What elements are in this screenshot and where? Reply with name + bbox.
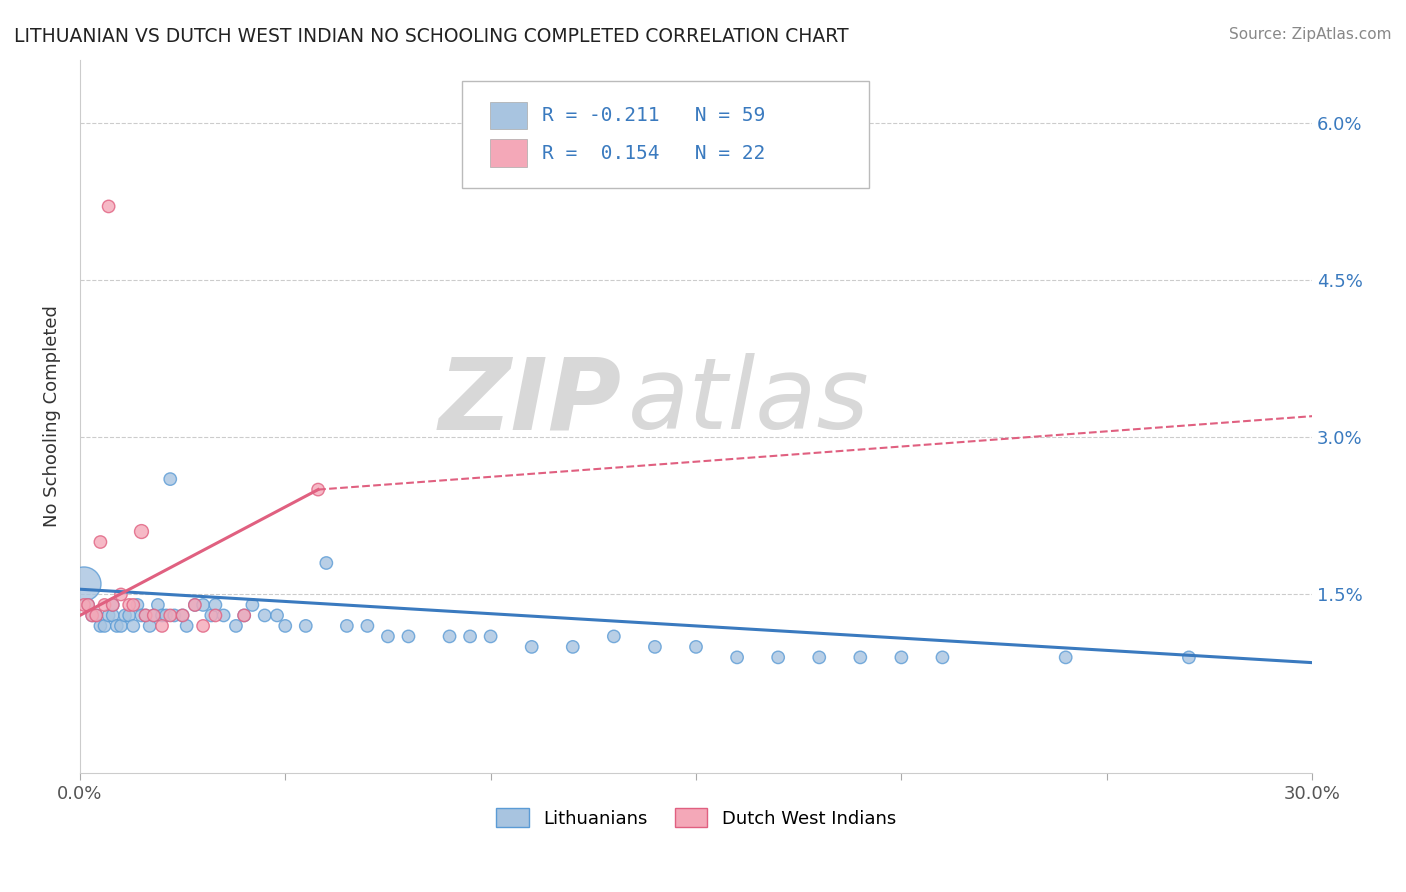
Text: R =  0.154   N = 22: R = 0.154 N = 22 (541, 144, 765, 162)
Point (479, 629, 502, 643)
Point (315, 556, 337, 570)
Point (233, 608, 256, 623)
Point (73, 577, 96, 591)
Point (356, 619, 378, 633)
Point (253, 608, 276, 623)
Point (118, 598, 141, 612)
Point (122, 598, 145, 612)
Point (97, 199, 120, 213)
Point (122, 619, 145, 633)
Text: LITHUANIAN VS DUTCH WEST INDIAN NO SCHOOLING COMPLETED CORRELATION CHART: LITHUANIAN VS DUTCH WEST INDIAN NO SCHOO… (14, 27, 849, 45)
Point (77, 598, 100, 612)
Point (398, 629, 420, 643)
Point (138, 619, 160, 633)
FancyBboxPatch shape (491, 102, 527, 128)
FancyBboxPatch shape (463, 81, 869, 188)
Point (439, 629, 461, 643)
Point (155, 608, 177, 623)
Point (849, 650, 872, 665)
Point (163, 608, 186, 623)
Legend: Lithuanians, Dutch West Indians: Lithuanians, Dutch West Indians (489, 801, 903, 835)
Point (146, 598, 169, 612)
Point (307, 483, 329, 497)
Point (603, 629, 626, 643)
Point (685, 640, 707, 654)
Point (274, 619, 297, 633)
Point (890, 650, 912, 665)
Point (184, 598, 207, 612)
Point (84, 608, 107, 623)
Point (200, 608, 222, 623)
Point (101, 598, 124, 612)
Text: Source: ZipAtlas.com: Source: ZipAtlas.com (1229, 27, 1392, 42)
Point (561, 640, 583, 654)
Point (114, 608, 136, 623)
Point (93, 619, 115, 633)
Point (172, 608, 194, 623)
Point (212, 608, 235, 623)
Point (458, 629, 481, 643)
Point (520, 640, 543, 654)
Point (725, 650, 748, 665)
Point (127, 598, 149, 612)
Point (159, 608, 181, 623)
Point (101, 608, 124, 623)
Point (1054, 650, 1077, 665)
Point (73, 598, 96, 612)
Point (233, 608, 256, 623)
Text: R = -0.211   N = 59: R = -0.211 N = 59 (541, 106, 765, 125)
Point (118, 608, 141, 623)
Point (176, 619, 198, 633)
Point (101, 598, 124, 612)
Point (93, 598, 115, 612)
Point (105, 619, 128, 633)
Point (266, 608, 288, 623)
Point (97, 608, 120, 623)
Point (242, 598, 264, 612)
Point (191, 619, 214, 633)
Point (89, 619, 111, 633)
Point (150, 608, 173, 623)
Point (172, 608, 194, 623)
Point (142, 608, 165, 623)
Point (135, 608, 157, 623)
Point (110, 619, 132, 633)
Point (808, 650, 831, 665)
Point (131, 608, 153, 623)
Point (82, 608, 104, 623)
Point (766, 650, 789, 665)
Point (110, 587, 132, 601)
Text: atlas: atlas (628, 353, 870, 450)
Point (159, 472, 181, 486)
Y-axis label: No Schooling Completed: No Schooling Completed (44, 305, 60, 527)
Point (336, 619, 359, 633)
Point (191, 598, 214, 612)
Point (294, 619, 316, 633)
Point (1178, 650, 1201, 665)
Point (225, 619, 247, 633)
Point (77, 598, 100, 612)
Point (135, 608, 157, 623)
Point (644, 640, 666, 654)
Point (131, 524, 153, 539)
Point (82, 608, 104, 623)
FancyBboxPatch shape (491, 139, 527, 167)
Point (89, 535, 111, 549)
Point (377, 629, 399, 643)
Point (142, 608, 165, 623)
Point (204, 598, 226, 612)
Point (204, 608, 226, 623)
Point (150, 619, 173, 633)
Point (931, 650, 953, 665)
Point (184, 598, 207, 612)
Text: ZIP: ZIP (439, 353, 621, 450)
Point (84, 608, 107, 623)
